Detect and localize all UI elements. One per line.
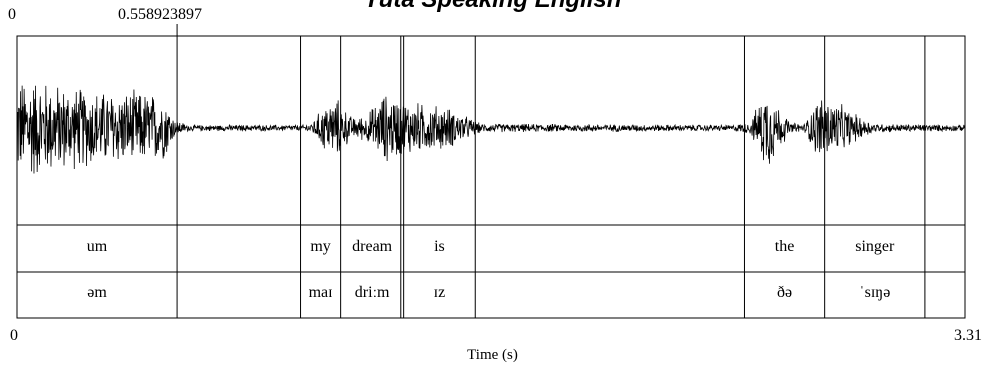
tier-words-label: dream — [352, 237, 393, 255]
tier-ipa-label: ðə — [777, 284, 793, 301]
figure-title: Yuta Speaking English — [0, 0, 985, 16]
tier-words-label: the — [774, 237, 795, 255]
axis-end-label: 3.31 — [954, 327, 982, 344]
tier-ipa-label: maɪ — [308, 284, 333, 301]
tier-ipa-label: ɪz — [433, 284, 446, 301]
tier-ipa-label: driːm — [354, 284, 390, 301]
tier-words-label: singer — [855, 237, 895, 255]
tier-words-label: my — [310, 237, 331, 255]
x-axis-label: Time (s) — [467, 347, 518, 363]
tier-ipa-label: ˈsɪŋə — [859, 284, 891, 301]
waveform-trace — [16, 85, 966, 174]
cursor-time-label: 0.558923897 — [118, 6, 202, 23]
plot-frame — [16, 35, 966, 319]
axis-start-label: 0 — [10, 327, 18, 344]
start-time-label: 0 — [8, 6, 16, 23]
tier-words-label: um — [86, 237, 108, 255]
tier-ipa-label: əm — [87, 284, 107, 301]
tier-words-label: is — [434, 237, 445, 255]
